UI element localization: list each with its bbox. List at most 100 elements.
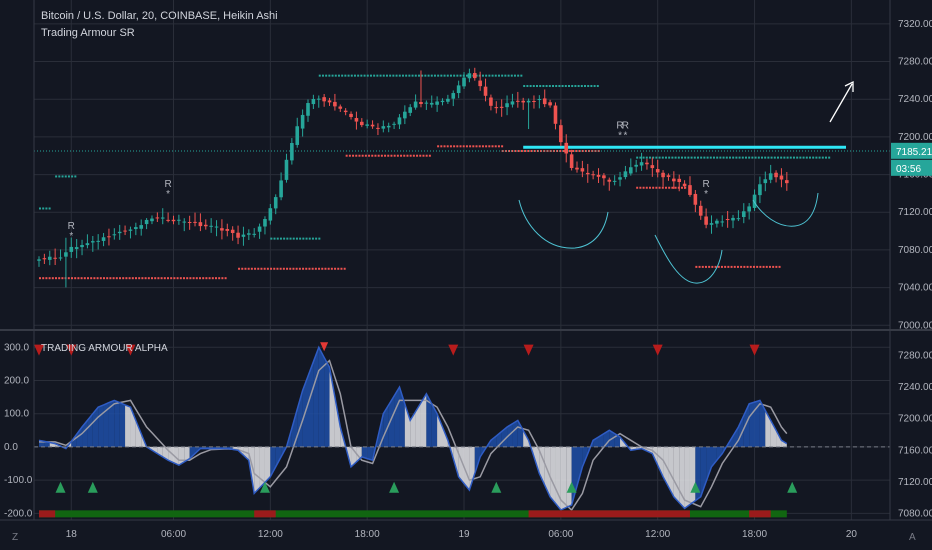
candle-body [381, 126, 386, 129]
drawings [518, 80, 854, 284]
corner-left-label[interactable]: Z [12, 532, 19, 543]
candle-body [58, 257, 63, 259]
support-dot [743, 265, 746, 268]
support-dot [517, 150, 520, 153]
candle-body [268, 208, 273, 221]
price-tick-label: 7240.00 [898, 94, 932, 105]
osc-fill-segment [689, 446, 696, 505]
resistance-dot [767, 156, 770, 159]
candle-body [720, 221, 725, 223]
candles[interactable] [37, 67, 789, 288]
support-dot [511, 150, 514, 153]
osc-fill-segment [318, 347, 325, 447]
candle-body [639, 162, 644, 166]
support-dot [80, 277, 83, 280]
support-dot [286, 267, 289, 270]
candle-body [424, 102, 429, 104]
candle-body [510, 101, 515, 105]
support-dot [250, 267, 253, 270]
support-dot [530, 150, 533, 153]
candle-body [747, 206, 751, 212]
candle-body [91, 241, 95, 243]
support-dot [698, 265, 701, 268]
resistance-dot [289, 237, 292, 240]
support-dot [321, 267, 324, 270]
resistance-dot [321, 74, 324, 77]
resistance-dot [398, 74, 401, 77]
sell-signal-icon [523, 344, 534, 356]
support-dot [99, 277, 102, 280]
candle-body [532, 101, 536, 103]
oscillator[interactable] [34, 345, 890, 512]
osc-fast-line [38, 345, 788, 511]
candle-body [542, 98, 547, 105]
resistance-dot [45, 207, 48, 210]
resistance-dot [684, 156, 687, 159]
candle-body [47, 256, 52, 260]
corner-right-label[interactable]: A [909, 532, 916, 543]
support-dot [752, 265, 755, 268]
candle-body [698, 205, 703, 216]
support-dot [192, 277, 195, 280]
support-dot [759, 265, 762, 268]
support-dot [768, 265, 771, 268]
resistance-dot [741, 156, 744, 159]
resistance-dot [690, 156, 693, 159]
resistance-dot [427, 74, 430, 77]
candle-body [252, 233, 256, 235]
candle-body [134, 227, 138, 230]
candle-body [429, 102, 434, 105]
support-dot [106, 277, 109, 280]
resistance-dot [456, 74, 459, 77]
resistance-dot [802, 156, 805, 159]
osc-tick-label: 200.0 [4, 376, 29, 387]
resistance-dot [325, 74, 328, 77]
candle-body [230, 229, 235, 234]
candle-body [139, 225, 144, 229]
support-dot [711, 265, 714, 268]
support-dot [368, 154, 371, 157]
support-dot [371, 154, 374, 157]
resistance-dot [539, 85, 542, 88]
support-dot [157, 277, 160, 280]
candle-body [559, 125, 563, 143]
resistance-dot [318, 237, 321, 240]
resistance-dot [584, 85, 586, 88]
candle-body [456, 85, 461, 94]
candle-body [241, 234, 246, 237]
support-dot [428, 154, 431, 157]
resistance-dot [360, 74, 363, 77]
osc-slow-line [39, 359, 788, 512]
support-dot [472, 145, 475, 148]
resistance-dot [642, 156, 645, 159]
resistance-dot [513, 74, 516, 77]
osc-fill-segment [560, 446, 567, 511]
support-dot [575, 150, 578, 153]
support-dot [409, 154, 412, 157]
resistance-dot [757, 156, 760, 159]
support-dot [668, 186, 671, 189]
support-dot [292, 267, 295, 270]
resistance-dot [719, 156, 722, 159]
resistance-dot [366, 74, 369, 77]
resistance-dot [276, 237, 279, 240]
osc-fill-segment [388, 396, 395, 447]
support-dot [144, 277, 147, 280]
osc-fill-segment [404, 403, 411, 447]
candle-body [128, 229, 133, 231]
resistance-dot [754, 156, 757, 159]
resistance-dot [350, 74, 353, 77]
sell-signal-icon [125, 344, 136, 356]
support-dot [302, 267, 305, 270]
support-dot [39, 277, 41, 280]
support-dot [74, 277, 77, 280]
support-dot [167, 277, 169, 280]
resistance-dot [696, 156, 699, 159]
time-tick-label: 06:00 [161, 529, 186, 540]
resistance-dot [401, 74, 404, 77]
support-dot [90, 277, 93, 280]
resistance-dot [453, 74, 456, 77]
support-dot [456, 145, 459, 148]
